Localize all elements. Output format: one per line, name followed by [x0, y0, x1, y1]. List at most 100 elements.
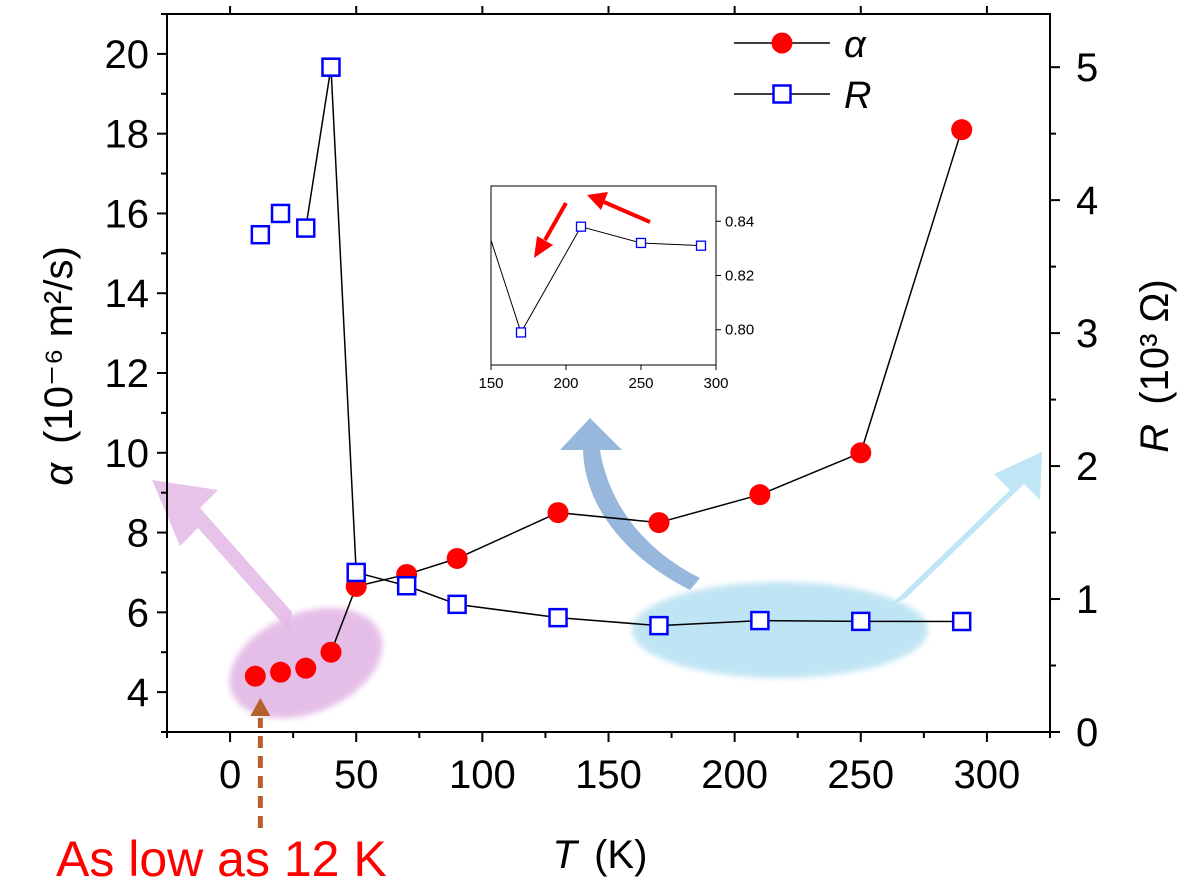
legend: αR — [734, 24, 871, 117]
alpha-point — [749, 484, 771, 506]
x-axis-title-var: T — [553, 833, 580, 877]
y-axis-left-title-var: α — [37, 462, 81, 486]
y-right-tick-label: 2 — [1076, 445, 1098, 489]
r-point — [750, 610, 770, 631]
y-axis-right-title-var: R — [1133, 424, 1177, 453]
pink-arrow — [152, 480, 292, 632]
inset-chart: 150 200 250 300 0.80 0.82 0.84 — [478, 185, 754, 392]
x-axis-title: T (K) — [553, 833, 648, 877]
legend-r-marker — [772, 84, 792, 104]
x-tick-label: 50 — [334, 753, 379, 797]
legend-label: α — [844, 24, 867, 66]
x-tick-label: 0 — [219, 753, 241, 797]
alpha-point — [648, 512, 670, 534]
y-axis-right: 0 1 2 3 4 5 — [1050, 46, 1098, 755]
blue-highlight-ellipse — [632, 582, 928, 678]
alpha-point — [270, 661, 292, 683]
y-left-tick-label: 14 — [105, 272, 150, 316]
r-point — [396, 575, 417, 596]
series-line-segment — [330, 586, 357, 653]
series-line-segment — [658, 493, 761, 524]
y-left-tick-label: 12 — [105, 352, 150, 396]
y-left-tick-label: 16 — [105, 192, 150, 236]
series-line-segment — [457, 603, 559, 619]
x-tick-label: 200 — [701, 753, 768, 797]
inset-x-tick-label: 250 — [628, 375, 653, 392]
r-point — [321, 57, 341, 77]
inset-x-tick-label: 200 — [553, 375, 578, 392]
x-tick-label: 100 — [449, 753, 516, 797]
inset-red-arrowhead — [587, 192, 608, 210]
r-point — [250, 224, 271, 245]
y-axis-left-title-unit: (10⁻⁶ m²/s) — [37, 246, 81, 444]
series-line-segment — [860, 129, 963, 454]
r-point — [270, 203, 291, 224]
y-axis-right-title-unit: (10³ Ω) — [1133, 279, 1177, 404]
inset-r-point — [515, 327, 527, 338]
series-line-segment — [658, 619, 760, 627]
inset-frame — [490, 185, 717, 366]
inset-red-arrowhead — [534, 236, 553, 258]
legend-label: R — [844, 75, 871, 117]
y-right-tick-label: 3 — [1076, 312, 1098, 356]
r-point — [548, 607, 568, 628]
alpha-point — [951, 119, 973, 141]
annotation-text: As low as 12 K — [56, 831, 387, 887]
blue-curved-arrow — [560, 418, 700, 590]
annotation-arrowhead — [250, 698, 271, 716]
y-right-tick-label: 1 — [1076, 578, 1098, 622]
y-left-tick-label: 4 — [127, 671, 149, 715]
series-lines — [305, 67, 963, 653]
alpha-point — [850, 442, 872, 464]
r-point — [346, 562, 366, 583]
series-markers — [244, 57, 973, 687]
inset-y-tick-label: 0.80 — [725, 322, 754, 339]
inset-red-arrow — [543, 202, 568, 241]
r-point — [649, 615, 669, 636]
annotation: As low as 12 K — [56, 831, 387, 887]
inset-r-point — [575, 221, 587, 232]
y-axis-left: 4 6 8 10 12 14 16 18 20 — [105, 13, 167, 733]
y-left-tick-label: 20 — [105, 33, 150, 77]
y-axis-right-title: R (10³ Ω) — [1133, 279, 1177, 452]
r-point — [951, 611, 972, 632]
y-left-tick-label: 18 — [105, 113, 150, 157]
series-line-segment — [557, 616, 660, 627]
inset-x-tick-label: 300 — [703, 375, 728, 392]
y-left-tick-label: 8 — [127, 512, 149, 556]
inset-x-tick-label: 150 — [478, 375, 503, 392]
alpha-point — [295, 657, 317, 679]
x-axis: 0 50 100 150 200 250 300 — [166, 6, 1051, 797]
r-point — [851, 611, 871, 632]
y-left-tick-label: 6 — [127, 591, 149, 635]
series-line-segment — [759, 452, 862, 496]
r-point — [447, 594, 467, 615]
inset-r-point — [695, 240, 707, 251]
series-line-segment — [456, 511, 559, 560]
x-tick-label: 250 — [827, 753, 894, 797]
legend-alpha-marker — [771, 32, 793, 54]
inset-y-tick-label: 0.82 — [725, 268, 754, 285]
series-line-segment — [305, 67, 332, 229]
series-line-segment — [557, 511, 660, 524]
y-right-tick-label: 5 — [1076, 46, 1098, 90]
series-line-segment — [330, 67, 357, 573]
y-right-tick-label: 4 — [1076, 179, 1098, 223]
y-left-tick-label: 10 — [105, 432, 150, 476]
y-axis-left-title: α (10⁻⁶ m²/s) — [37, 246, 81, 486]
y-right-tick-label: 0 — [1076, 711, 1098, 755]
series-line-segment — [759, 619, 861, 623]
alpha-point — [446, 547, 468, 569]
r-point — [296, 218, 316, 238]
alpha-point — [244, 665, 266, 687]
x-tick-label: 300 — [954, 753, 1021, 797]
x-tick-label: 150 — [575, 753, 642, 797]
inset-y-tick-label: 0.84 — [725, 213, 754, 230]
light-blue-arrow — [892, 452, 1042, 604]
inset-r-point — [635, 237, 647, 249]
inset-red-arrow — [603, 200, 651, 224]
alpha-point — [320, 641, 342, 663]
alpha-point — [547, 502, 569, 524]
x-axis-title-unit: (K) — [594, 833, 647, 877]
